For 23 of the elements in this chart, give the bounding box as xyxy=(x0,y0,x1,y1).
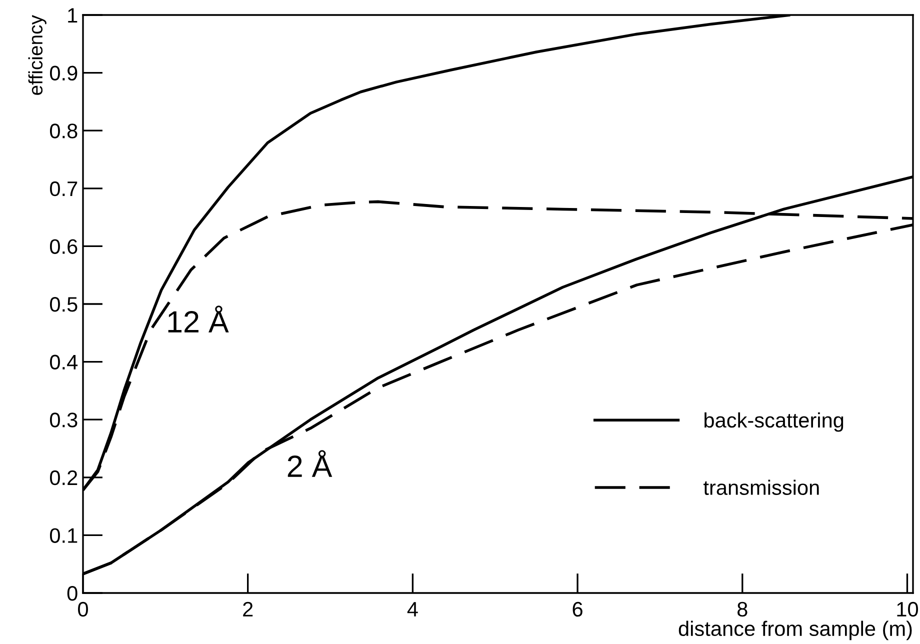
y-tick-label: 0.7 xyxy=(50,181,78,196)
x-tick-label: 8 xyxy=(737,602,748,617)
annotation: 12 Å xyxy=(168,306,229,332)
y-tick-label: 0.8 xyxy=(50,124,78,138)
x-tick-label: 6 xyxy=(572,602,582,617)
y-axis-title: efficiency xyxy=(28,15,46,95)
y-tick-label: 0.4 xyxy=(50,354,78,370)
legend-label: back-scattering xyxy=(704,412,844,432)
y-tick-label: 1 xyxy=(68,8,78,23)
legend-label: transmission xyxy=(704,480,819,495)
annotation: 2 Å xyxy=(288,450,332,477)
y-tick-label: 0.6 xyxy=(50,239,78,254)
x-axis-title: distance from sample (m) xyxy=(678,620,912,640)
x-tick-label: 10 xyxy=(897,602,918,617)
y-tick-label: 0 xyxy=(67,586,78,601)
y-tick-label: 0.9 xyxy=(50,66,78,81)
x-tick-label: 4 xyxy=(407,602,418,616)
y-tick-label: 0.2 xyxy=(50,470,78,486)
x-tick-label: 0 xyxy=(78,602,88,617)
y-tick-label: 0.5 xyxy=(50,297,78,312)
y-tick-label: 0.1 xyxy=(50,528,78,543)
y-tick-label: 0.3 xyxy=(50,412,78,428)
x-tick-label: 2 xyxy=(243,602,253,616)
